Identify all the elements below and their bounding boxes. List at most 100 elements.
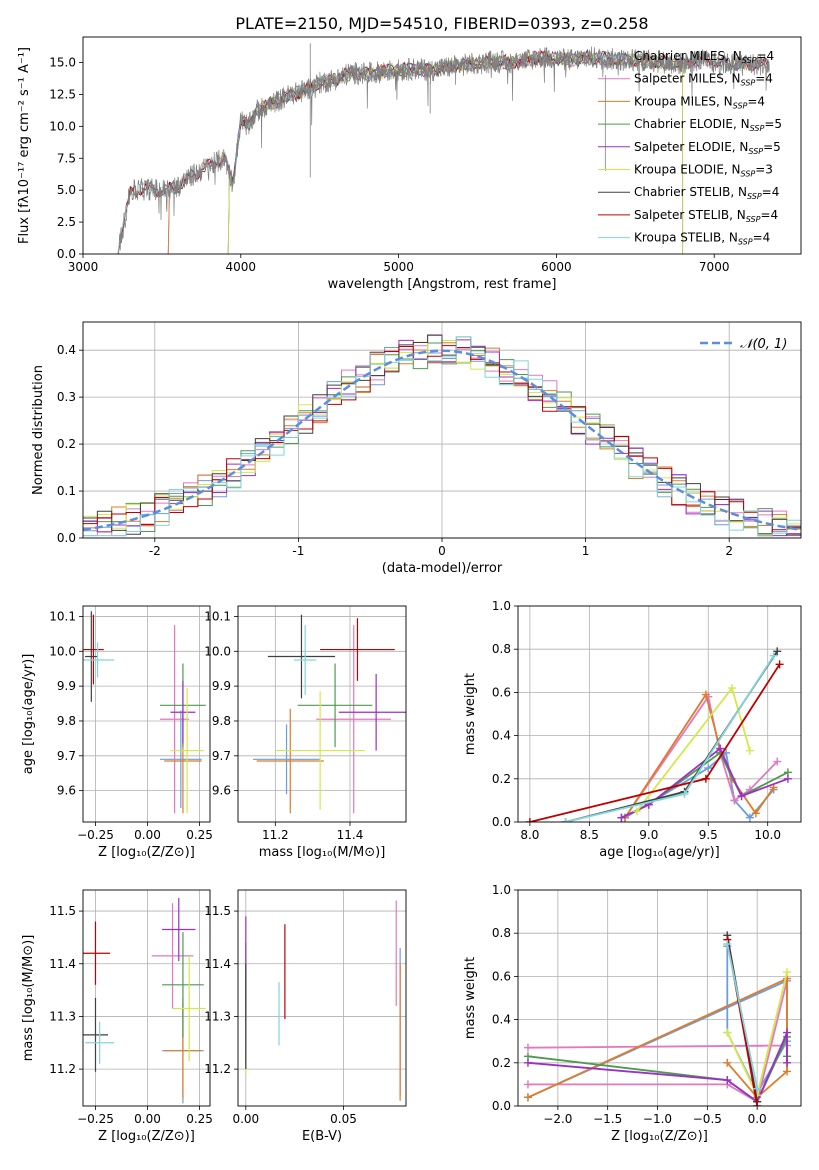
weight-marker: [680, 789, 689, 798]
y-axis-label: age [log₁₀(age/yr)]: [21, 654, 36, 775]
weight-marker: [773, 647, 782, 656]
residual-histogram: [83, 345, 801, 537]
errorbar-point: [83, 642, 115, 678]
weight-marker: [632, 807, 641, 816]
weight-line: [527, 980, 788, 1104]
panel-body: [83, 334, 801, 537]
weight-marker: [783, 1067, 792, 1076]
errorbar-point: [85, 611, 98, 702]
x-axis-label: mass [log₁₀(M/M⊙)]: [259, 845, 386, 860]
legend-label-subscript: SSP: [741, 79, 756, 88]
weight-marker: [723, 1058, 732, 1067]
panel-body: [525, 647, 792, 822]
errorbar-point: [85, 1021, 115, 1064]
x-tick-label: −2.0: [543, 1112, 572, 1126]
x-axis-label: wavelength [Angstrom, rest frame]: [328, 277, 557, 292]
legend-label-main: Kroupa MILES, N: [634, 94, 733, 108]
x-tick-label: 2: [725, 544, 733, 558]
weight-marker: [701, 690, 710, 699]
legend-label-main: Chabrier ELODIE, N: [634, 117, 750, 131]
weight-marker: [617, 813, 626, 822]
y-axis-label: mass [log₁₀(M/M⊙)]: [21, 935, 36, 1062]
errorbar-point: [83, 921, 111, 985]
y-tick-label: 15.0: [49, 56, 76, 70]
y-tick-label: 0.6: [492, 969, 511, 983]
x-tick-label: 11.4: [337, 828, 364, 842]
y-tick-label: 7.5: [57, 151, 76, 165]
legend-label-subscript: SSP: [742, 56, 757, 65]
legend-label: Chabrier STELIB, NSSP=4: [634, 185, 779, 201]
legend-label-main: Kroupa STELIB, N: [634, 231, 738, 245]
x-tick-label: 8.5: [580, 828, 599, 842]
errorbar-point: [297, 663, 373, 748]
x-tick-label: 0.00: [134, 828, 161, 842]
y-tick-label: 10.0: [204, 644, 231, 658]
x-axis-label: (data-model)/error: [382, 561, 503, 576]
x-axis-label: E(B-V): [302, 1129, 342, 1144]
x-axis-label: Z [log₁₀(Z/Z⊙)]: [611, 1129, 708, 1144]
errorbar-point: [252, 724, 321, 795]
weight-marker: [723, 1076, 732, 1085]
y-axis-label: mass weight: [463, 957, 478, 1039]
legend-label-value: =3: [755, 163, 773, 177]
axes-frame: [82, 36, 802, 255]
y-tick-label: 10.0: [49, 644, 76, 658]
legend-label: Salpeter ELODIE, NSSP=5: [634, 140, 781, 156]
y-tick-label: 0.4: [492, 1013, 511, 1027]
axes-frame: [517, 889, 802, 1107]
y-tick-label: 9.9: [212, 679, 231, 693]
y-tick-label: 11.2: [49, 1062, 76, 1076]
errorbar-point: [338, 673, 406, 751]
panel-body: [83, 897, 206, 1104]
y-tick-label: 0.2: [492, 772, 511, 786]
y-tick-label: 11.4: [204, 957, 231, 971]
x-axis-label: Z [log₁₀(Z/Z⊙)]: [98, 1129, 195, 1144]
y-tick-label: 10.1: [49, 609, 76, 623]
y-tick-label: 1.0: [492, 883, 511, 897]
x-tick-label: −0.5: [693, 1112, 722, 1126]
panel-mass-age: 11.2 11.4 9.6 9.7 9.8 9.9 10.0 10.1 mass [log₁₀(…: [204, 605, 407, 860]
weight-marker: [753, 1102, 762, 1106]
x-axis-label: Z [log₁₀(Z/Z⊙)]: [98, 845, 195, 860]
x-tick-label: -2: [149, 544, 161, 558]
x-tick-label: 3000: [68, 260, 99, 274]
legend-label-subscript: SSP: [738, 238, 753, 247]
axes-frame: [82, 889, 211, 1107]
x-tick-label: 0.05: [330, 1112, 357, 1126]
legend-label-value: =4: [760, 208, 778, 222]
legend-label-value: =4: [755, 72, 773, 86]
y-tick-label: 5.0: [57, 183, 76, 197]
y-tick-label: 9.8: [57, 714, 76, 728]
y-tick-label: 9.7: [57, 749, 76, 763]
y-tick-label: 12.5: [49, 87, 76, 101]
y-tick-label: 0.0: [57, 247, 76, 261]
legend-label-subscript: SSP: [746, 215, 761, 224]
x-tick-label: 6000: [541, 260, 572, 274]
legend-label-main: Salpeter STELIB, N: [634, 208, 746, 222]
panel-body: [252, 614, 406, 814]
x-tick-label: 4000: [226, 260, 257, 274]
legend-label-value: =4: [747, 94, 765, 108]
x-tick-label: 8.0: [520, 828, 539, 842]
weight-marker: [745, 746, 754, 755]
axes-frame: [517, 605, 802, 823]
y-tick-label: 10.1: [204, 609, 231, 623]
weight-marker: [751, 809, 760, 818]
weight-marker: [723, 1028, 732, 1037]
x-tick-label: 9.0: [639, 828, 658, 842]
x-tick-label: 0.25: [186, 1112, 213, 1126]
y-tick-label: 11.2: [204, 1062, 231, 1076]
y-tick-label: 9.7: [212, 749, 231, 763]
weight-marker: [737, 792, 746, 801]
legend-label: Salpeter STELIB, NSSP=4: [634, 208, 778, 224]
weight-marker: [769, 651, 778, 660]
normal-curve: [83, 349, 801, 532]
y-tick-label: 0.2: [492, 1056, 511, 1070]
y-tick-label: 11.3: [49, 1009, 76, 1023]
y-axis-label: Flux [fλ10⁻¹⁷ erg cm⁻² s⁻¹ A⁻¹]: [17, 47, 32, 244]
legend-label-value: =4: [756, 49, 774, 63]
panel-Z-age: −0.25 0.00 0.25 9.6 9.7 9.8 9.9 10.0 10.1 Z [log₁…: [21, 605, 213, 860]
legend-label-subscript: SSP: [750, 124, 765, 133]
errorbar-point: [83, 614, 104, 685]
weight-marker: [704, 764, 713, 772]
